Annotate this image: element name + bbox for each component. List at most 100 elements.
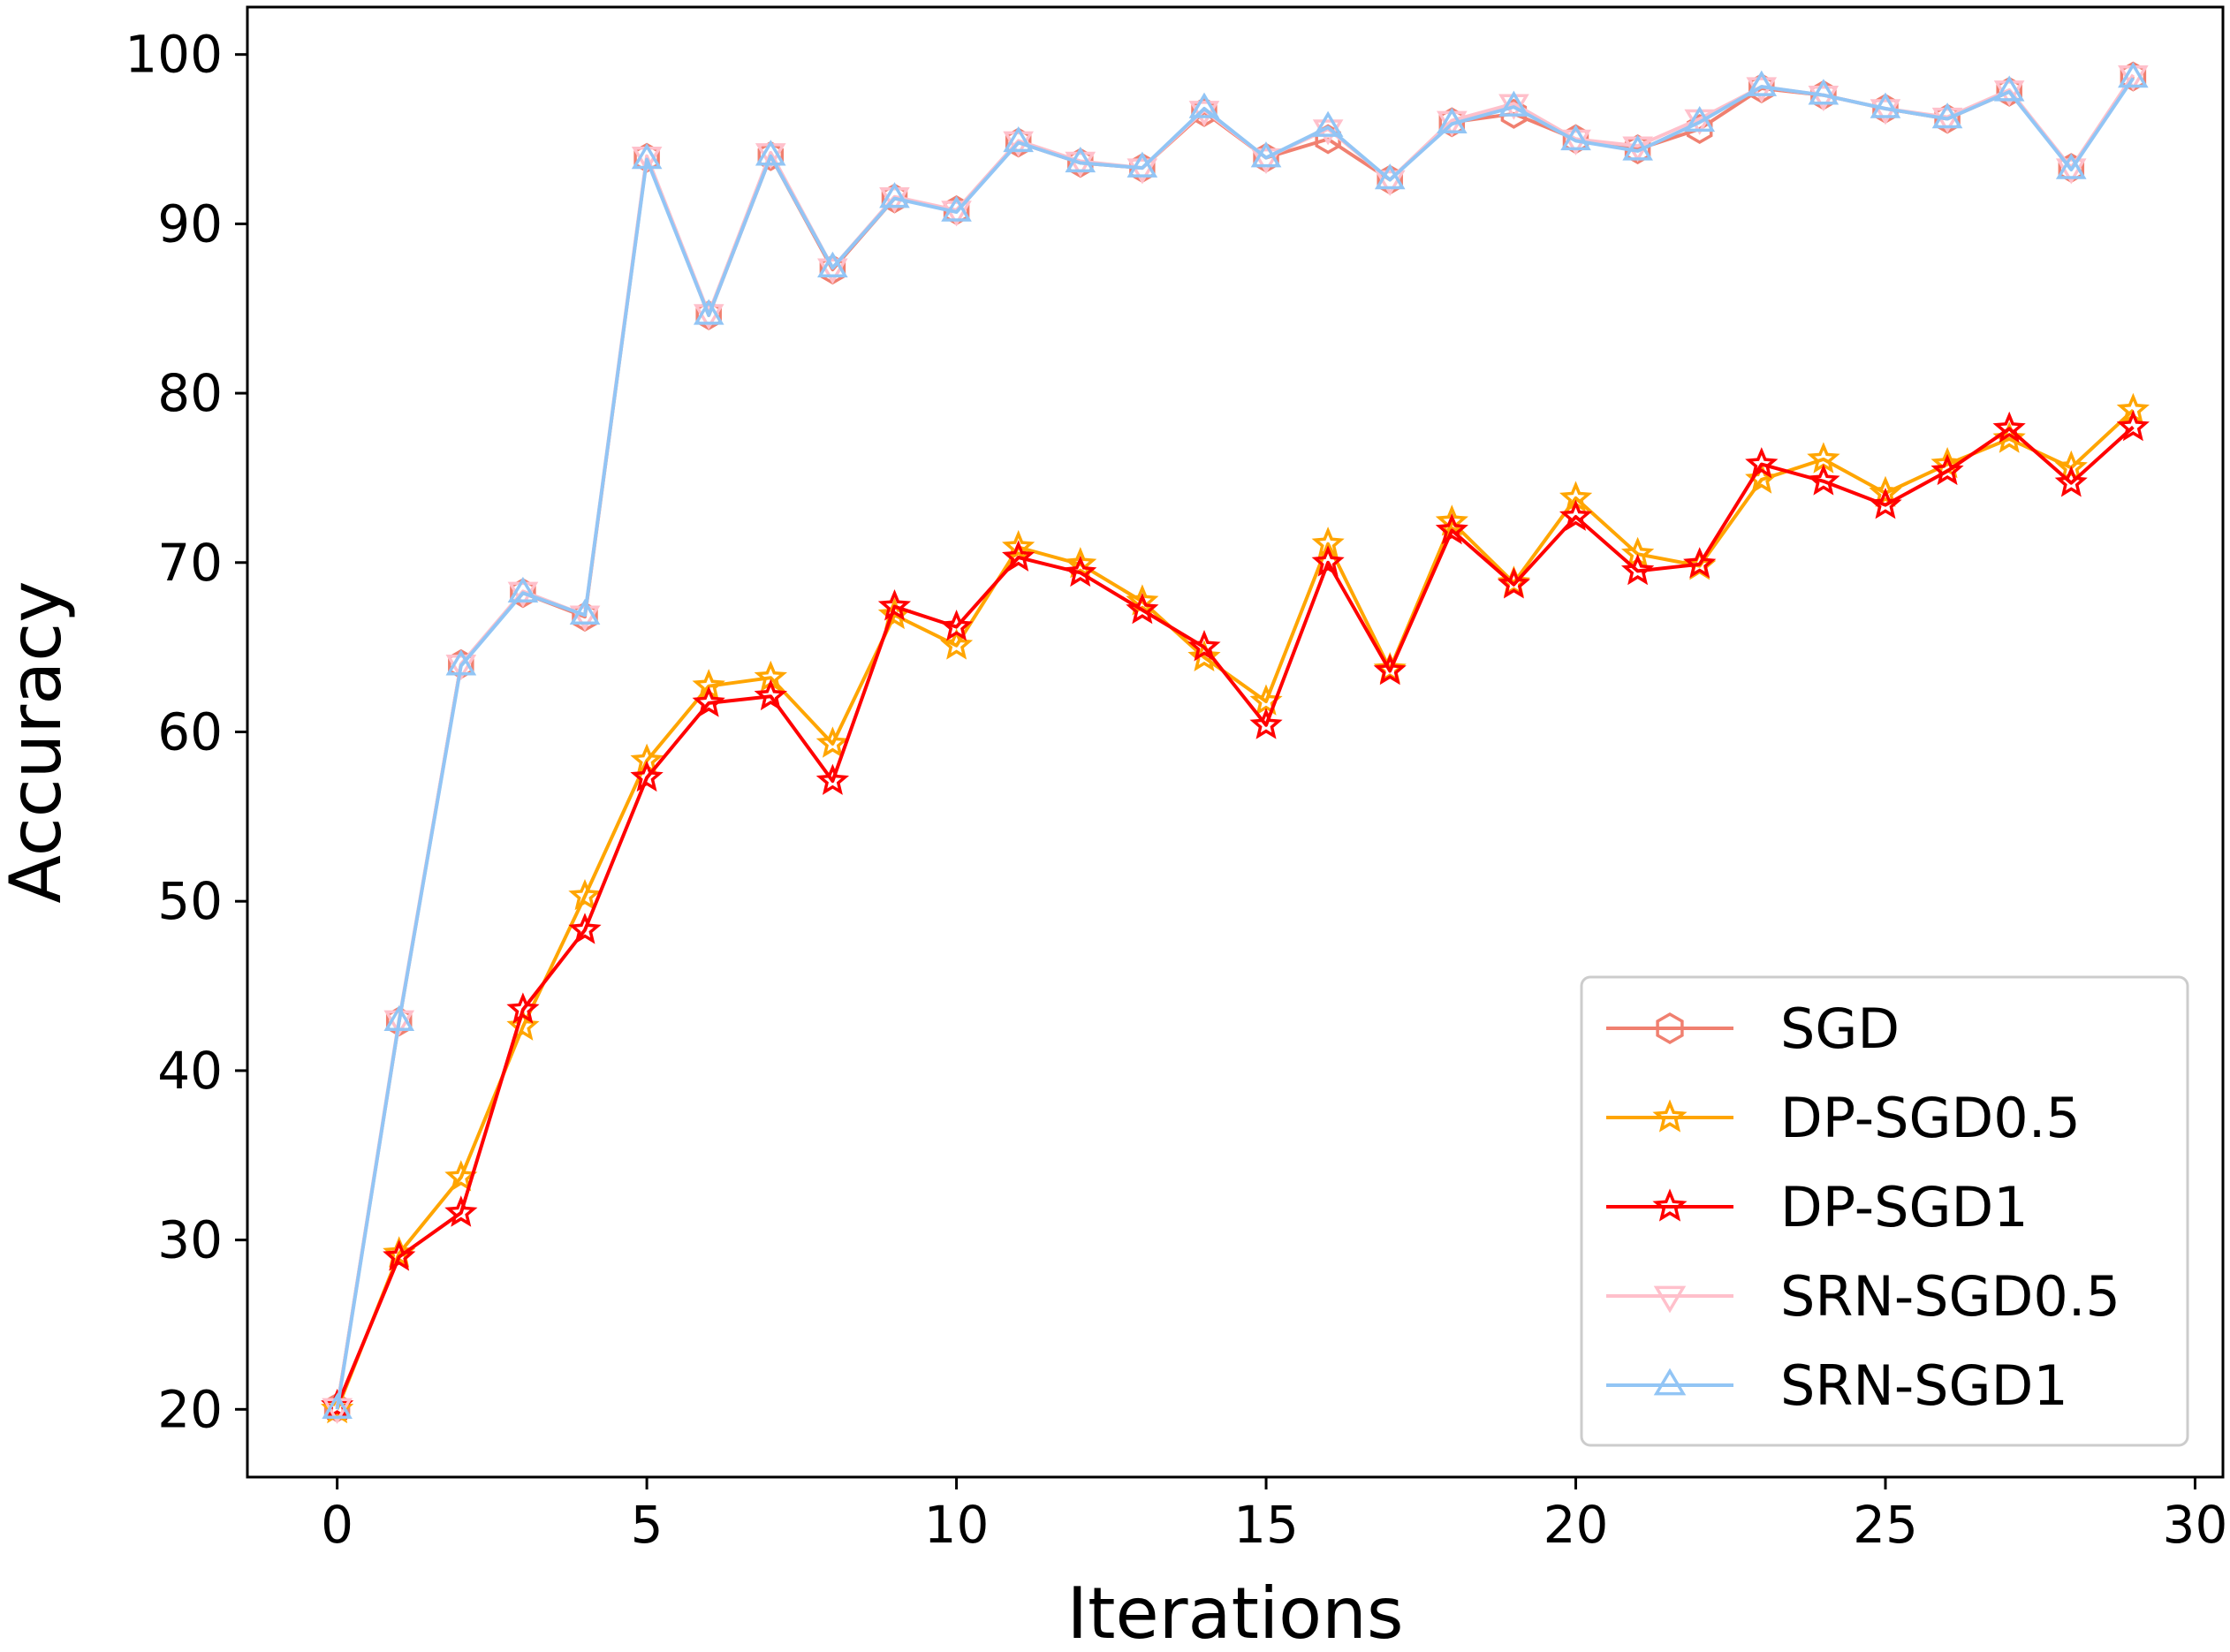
data-point xyxy=(1437,107,1468,134)
data-point xyxy=(1992,411,2026,443)
data-point xyxy=(1620,553,1655,586)
data-point xyxy=(693,299,724,325)
data-point xyxy=(1188,92,1220,118)
data-point xyxy=(1870,92,1901,118)
data-point xyxy=(1807,464,1840,496)
legend-box xyxy=(1580,975,2189,1447)
legend-item-srn-sgd0-5: SRN-SGD0.5 xyxy=(1606,1264,2120,1329)
data-point xyxy=(939,628,974,660)
data-point xyxy=(1374,163,1406,190)
data-point xyxy=(1187,630,1221,662)
legend-label: SRN-SGD1 xyxy=(1780,1353,2068,1418)
legend-swatch-marker xyxy=(1656,1012,1684,1045)
x-axis: 0 5 10 15 20 25 30 xyxy=(321,1477,2227,1555)
data-point xyxy=(630,760,664,792)
data-point xyxy=(693,304,724,330)
data-point xyxy=(383,1239,416,1271)
data-point xyxy=(1498,90,1529,117)
data-point xyxy=(631,143,663,170)
series-srn-sgd1 xyxy=(322,62,2149,1420)
data-point xyxy=(1931,102,1963,129)
data-point xyxy=(322,1392,353,1420)
data-point xyxy=(569,598,601,625)
data-point xyxy=(815,763,850,795)
data-point xyxy=(879,182,910,208)
data-point xyxy=(1250,148,1282,175)
data-point xyxy=(1311,545,1345,577)
series-dp-sgd1 xyxy=(321,409,2150,1421)
y-tick-label: 50 xyxy=(157,871,223,931)
data-point xyxy=(568,913,602,944)
data-point xyxy=(445,649,477,676)
data-point xyxy=(1622,134,1653,161)
data-point xyxy=(1003,125,1034,153)
y-tick-label: 20 xyxy=(157,1379,223,1439)
data-point xyxy=(321,1388,354,1421)
y-axis: 20 30 40 50 60 70 80 90 100 xyxy=(125,25,247,1439)
data-point xyxy=(1126,592,1159,625)
series-line-dp-sgd1 xyxy=(335,425,2135,1407)
y-axis-title: Accuracy xyxy=(0,580,77,903)
data-point xyxy=(877,589,912,621)
x-tick-label: 20 xyxy=(1544,1495,1609,1555)
legend-label: SGD xyxy=(1780,997,1900,1061)
data-point xyxy=(1064,547,1097,579)
series-dp-sgd0-5 xyxy=(321,392,2150,1424)
plot-frame xyxy=(246,5,2225,1479)
legend-item-dp-sgd1: DP-SGD1 xyxy=(1606,1175,2029,1239)
legend-swatch-marker xyxy=(1652,1188,1688,1222)
legend-swatch-marker xyxy=(1652,1099,1688,1133)
data-point xyxy=(1249,708,1283,739)
data-point xyxy=(1745,462,1779,494)
data-point xyxy=(1002,540,1035,572)
y-tick-label: 100 xyxy=(125,25,223,85)
legend-label: DP-SGD0.5 xyxy=(1780,1086,2081,1150)
plot-area xyxy=(321,61,2150,1424)
data-point xyxy=(1869,475,1902,508)
data-point xyxy=(1435,512,1468,545)
data-point xyxy=(1869,488,1902,519)
data-point xyxy=(939,610,974,641)
legend-swatch-marker xyxy=(1653,1368,1687,1396)
legend-item-sgd: SGD xyxy=(1606,997,1900,1061)
data-point xyxy=(1808,79,1839,105)
series-line-dp-sgd0-5 xyxy=(335,408,2135,1411)
data-point xyxy=(1931,107,1963,134)
x-tick-label: 25 xyxy=(1853,1495,1918,1555)
data-point xyxy=(817,258,848,284)
data-point xyxy=(1064,555,1097,587)
data-point xyxy=(815,726,850,758)
data-point xyxy=(1065,146,1096,173)
x-tick-label: 0 xyxy=(321,1495,353,1555)
data-point xyxy=(2054,466,2088,497)
data-point xyxy=(383,1004,415,1032)
y-tick-label: 70 xyxy=(157,533,223,593)
data-point xyxy=(1126,151,1158,178)
data-point xyxy=(1126,158,1158,185)
data-point xyxy=(1374,170,1406,196)
data-point xyxy=(1683,547,1717,579)
data-point xyxy=(1312,110,1344,137)
data-point xyxy=(941,195,972,222)
y-tick-label: 30 xyxy=(157,1210,223,1270)
data-point xyxy=(568,878,602,911)
y-tick-label: 40 xyxy=(157,1041,223,1101)
legend-item-srn-sgd1: SRN-SGD1 xyxy=(1606,1353,2068,1418)
data-point xyxy=(1435,504,1468,536)
data-point xyxy=(1497,567,1531,599)
data-point xyxy=(941,201,972,227)
data-point xyxy=(1559,499,1593,531)
data-point xyxy=(1745,447,1779,479)
data-point xyxy=(1930,453,1964,486)
x-axis-title: Iterations xyxy=(1066,1572,1403,1652)
legend-swatch-marker xyxy=(1653,1285,1687,1314)
data-point xyxy=(507,576,539,603)
data-point xyxy=(2055,158,2087,185)
legend-item-dp-sgd0-5: DP-SGD0.5 xyxy=(1606,1086,2081,1150)
legend-label: DP-SGD1 xyxy=(1780,1175,2029,1239)
x-tick-label: 5 xyxy=(631,1495,664,1555)
data-point xyxy=(444,1195,478,1227)
data-point xyxy=(1187,640,1221,671)
data-point xyxy=(2118,62,2149,88)
data-point xyxy=(1002,529,1035,562)
